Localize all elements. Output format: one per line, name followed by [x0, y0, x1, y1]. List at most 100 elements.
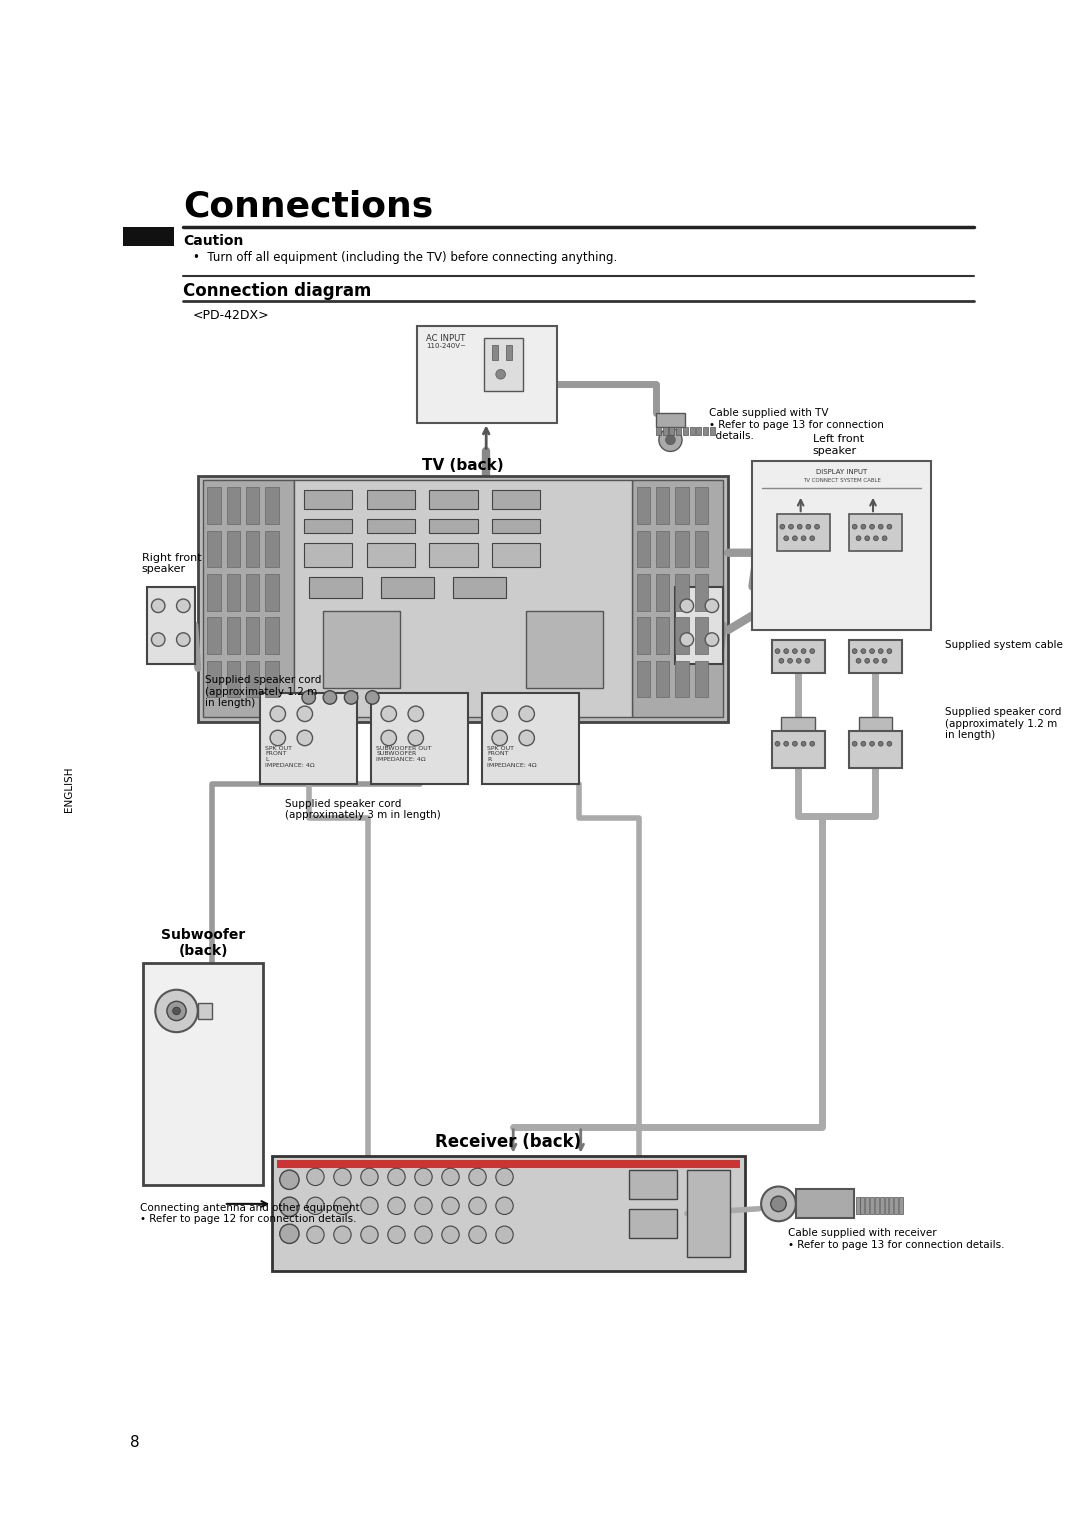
- Bar: [875, 1196, 879, 1215]
- Bar: [366, 490, 415, 509]
- Circle shape: [361, 1196, 378, 1215]
- Text: ENGLISH: ENGLISH: [65, 767, 75, 811]
- Circle shape: [801, 741, 806, 746]
- Bar: [656, 660, 670, 697]
- Circle shape: [869, 649, 875, 654]
- Bar: [381, 578, 434, 597]
- Bar: [694, 617, 708, 654]
- Circle shape: [280, 1170, 299, 1189]
- Bar: [198, 475, 728, 721]
- Bar: [670, 428, 674, 435]
- Circle shape: [796, 659, 801, 663]
- Bar: [694, 575, 708, 611]
- Circle shape: [801, 649, 806, 654]
- Bar: [143, 963, 264, 1184]
- Text: 8: 8: [131, 1435, 139, 1450]
- Circle shape: [415, 1225, 432, 1244]
- Bar: [207, 575, 221, 611]
- Text: SPK OUT
FRONT
L
IMPEDANCE: 4Ω: SPK OUT FRONT L IMPEDANCE: 4Ω: [266, 746, 315, 769]
- Circle shape: [705, 633, 718, 646]
- Circle shape: [882, 659, 887, 663]
- Text: Caution: Caution: [184, 234, 244, 249]
- Circle shape: [852, 741, 858, 746]
- Circle shape: [874, 659, 878, 663]
- Bar: [637, 660, 650, 697]
- Bar: [637, 575, 650, 611]
- Circle shape: [761, 1187, 796, 1221]
- Circle shape: [814, 524, 820, 529]
- Bar: [675, 587, 724, 663]
- Circle shape: [787, 659, 793, 663]
- Bar: [323, 611, 401, 688]
- Circle shape: [415, 1169, 432, 1186]
- Bar: [227, 617, 240, 654]
- Circle shape: [865, 536, 869, 541]
- Text: Right front
speaker: Right front speaker: [141, 553, 202, 575]
- Bar: [675, 530, 689, 567]
- Bar: [303, 490, 352, 509]
- Bar: [885, 1196, 889, 1215]
- Circle shape: [874, 536, 878, 541]
- Bar: [703, 428, 708, 435]
- Text: Subwoofer
(back): Subwoofer (back): [161, 927, 245, 958]
- Bar: [417, 325, 556, 423]
- Bar: [772, 732, 825, 769]
- Bar: [781, 717, 815, 732]
- Circle shape: [381, 730, 396, 746]
- Circle shape: [492, 706, 508, 721]
- Circle shape: [176, 633, 190, 646]
- Bar: [796, 1189, 853, 1218]
- Circle shape: [805, 659, 810, 663]
- Circle shape: [680, 633, 693, 646]
- Circle shape: [793, 741, 797, 746]
- Bar: [227, 487, 240, 524]
- Bar: [675, 487, 689, 524]
- Circle shape: [784, 536, 788, 541]
- Text: Connection diagram: Connection diagram: [184, 281, 372, 299]
- Circle shape: [856, 536, 861, 541]
- Bar: [694, 530, 708, 567]
- Text: Supplied system cable: Supplied system cable: [945, 640, 1063, 649]
- Bar: [697, 428, 701, 435]
- Bar: [207, 487, 221, 524]
- Bar: [861, 1196, 864, 1215]
- Bar: [656, 575, 670, 611]
- Circle shape: [887, 524, 892, 529]
- Circle shape: [496, 1225, 513, 1244]
- Text: Connections: Connections: [184, 189, 433, 223]
- Circle shape: [878, 524, 883, 529]
- Circle shape: [167, 1001, 186, 1021]
- Bar: [492, 345, 498, 359]
- Circle shape: [469, 1225, 486, 1244]
- Bar: [483, 692, 579, 784]
- Circle shape: [366, 691, 379, 704]
- Bar: [147, 587, 194, 663]
- Bar: [123, 226, 174, 246]
- Circle shape: [865, 659, 869, 663]
- Bar: [246, 660, 259, 697]
- Text: Left front
speaker: Left front speaker: [813, 434, 864, 455]
- Text: SUBWOOFER OUT
SUBWOOFER
IMPEDANCE: 4Ω: SUBWOOFER OUT SUBWOOFER IMPEDANCE: 4Ω: [376, 746, 432, 762]
- Text: DISPLAY INPUT: DISPLAY INPUT: [816, 469, 867, 475]
- Circle shape: [878, 741, 883, 746]
- Circle shape: [852, 649, 858, 654]
- Bar: [372, 692, 468, 784]
- Bar: [272, 1155, 745, 1271]
- Circle shape: [771, 1196, 786, 1212]
- Bar: [675, 660, 689, 697]
- Bar: [492, 520, 540, 533]
- Bar: [637, 617, 650, 654]
- Bar: [849, 732, 902, 769]
- Text: SPK OUT
FRONT
R
IMPEDANCE: 4Ω: SPK OUT FRONT R IMPEDANCE: 4Ω: [487, 746, 537, 769]
- Bar: [260, 692, 356, 784]
- Circle shape: [334, 1196, 351, 1215]
- Text: Supplied speaker cord
(approximately 1.2 m
in length): Supplied speaker cord (approximately 1.2…: [945, 707, 1062, 740]
- Bar: [870, 1196, 874, 1215]
- Bar: [246, 487, 259, 524]
- Circle shape: [869, 524, 875, 529]
- Bar: [849, 640, 902, 674]
- Circle shape: [442, 1196, 459, 1215]
- Circle shape: [415, 1196, 432, 1215]
- Bar: [207, 660, 221, 697]
- Circle shape: [775, 741, 780, 746]
